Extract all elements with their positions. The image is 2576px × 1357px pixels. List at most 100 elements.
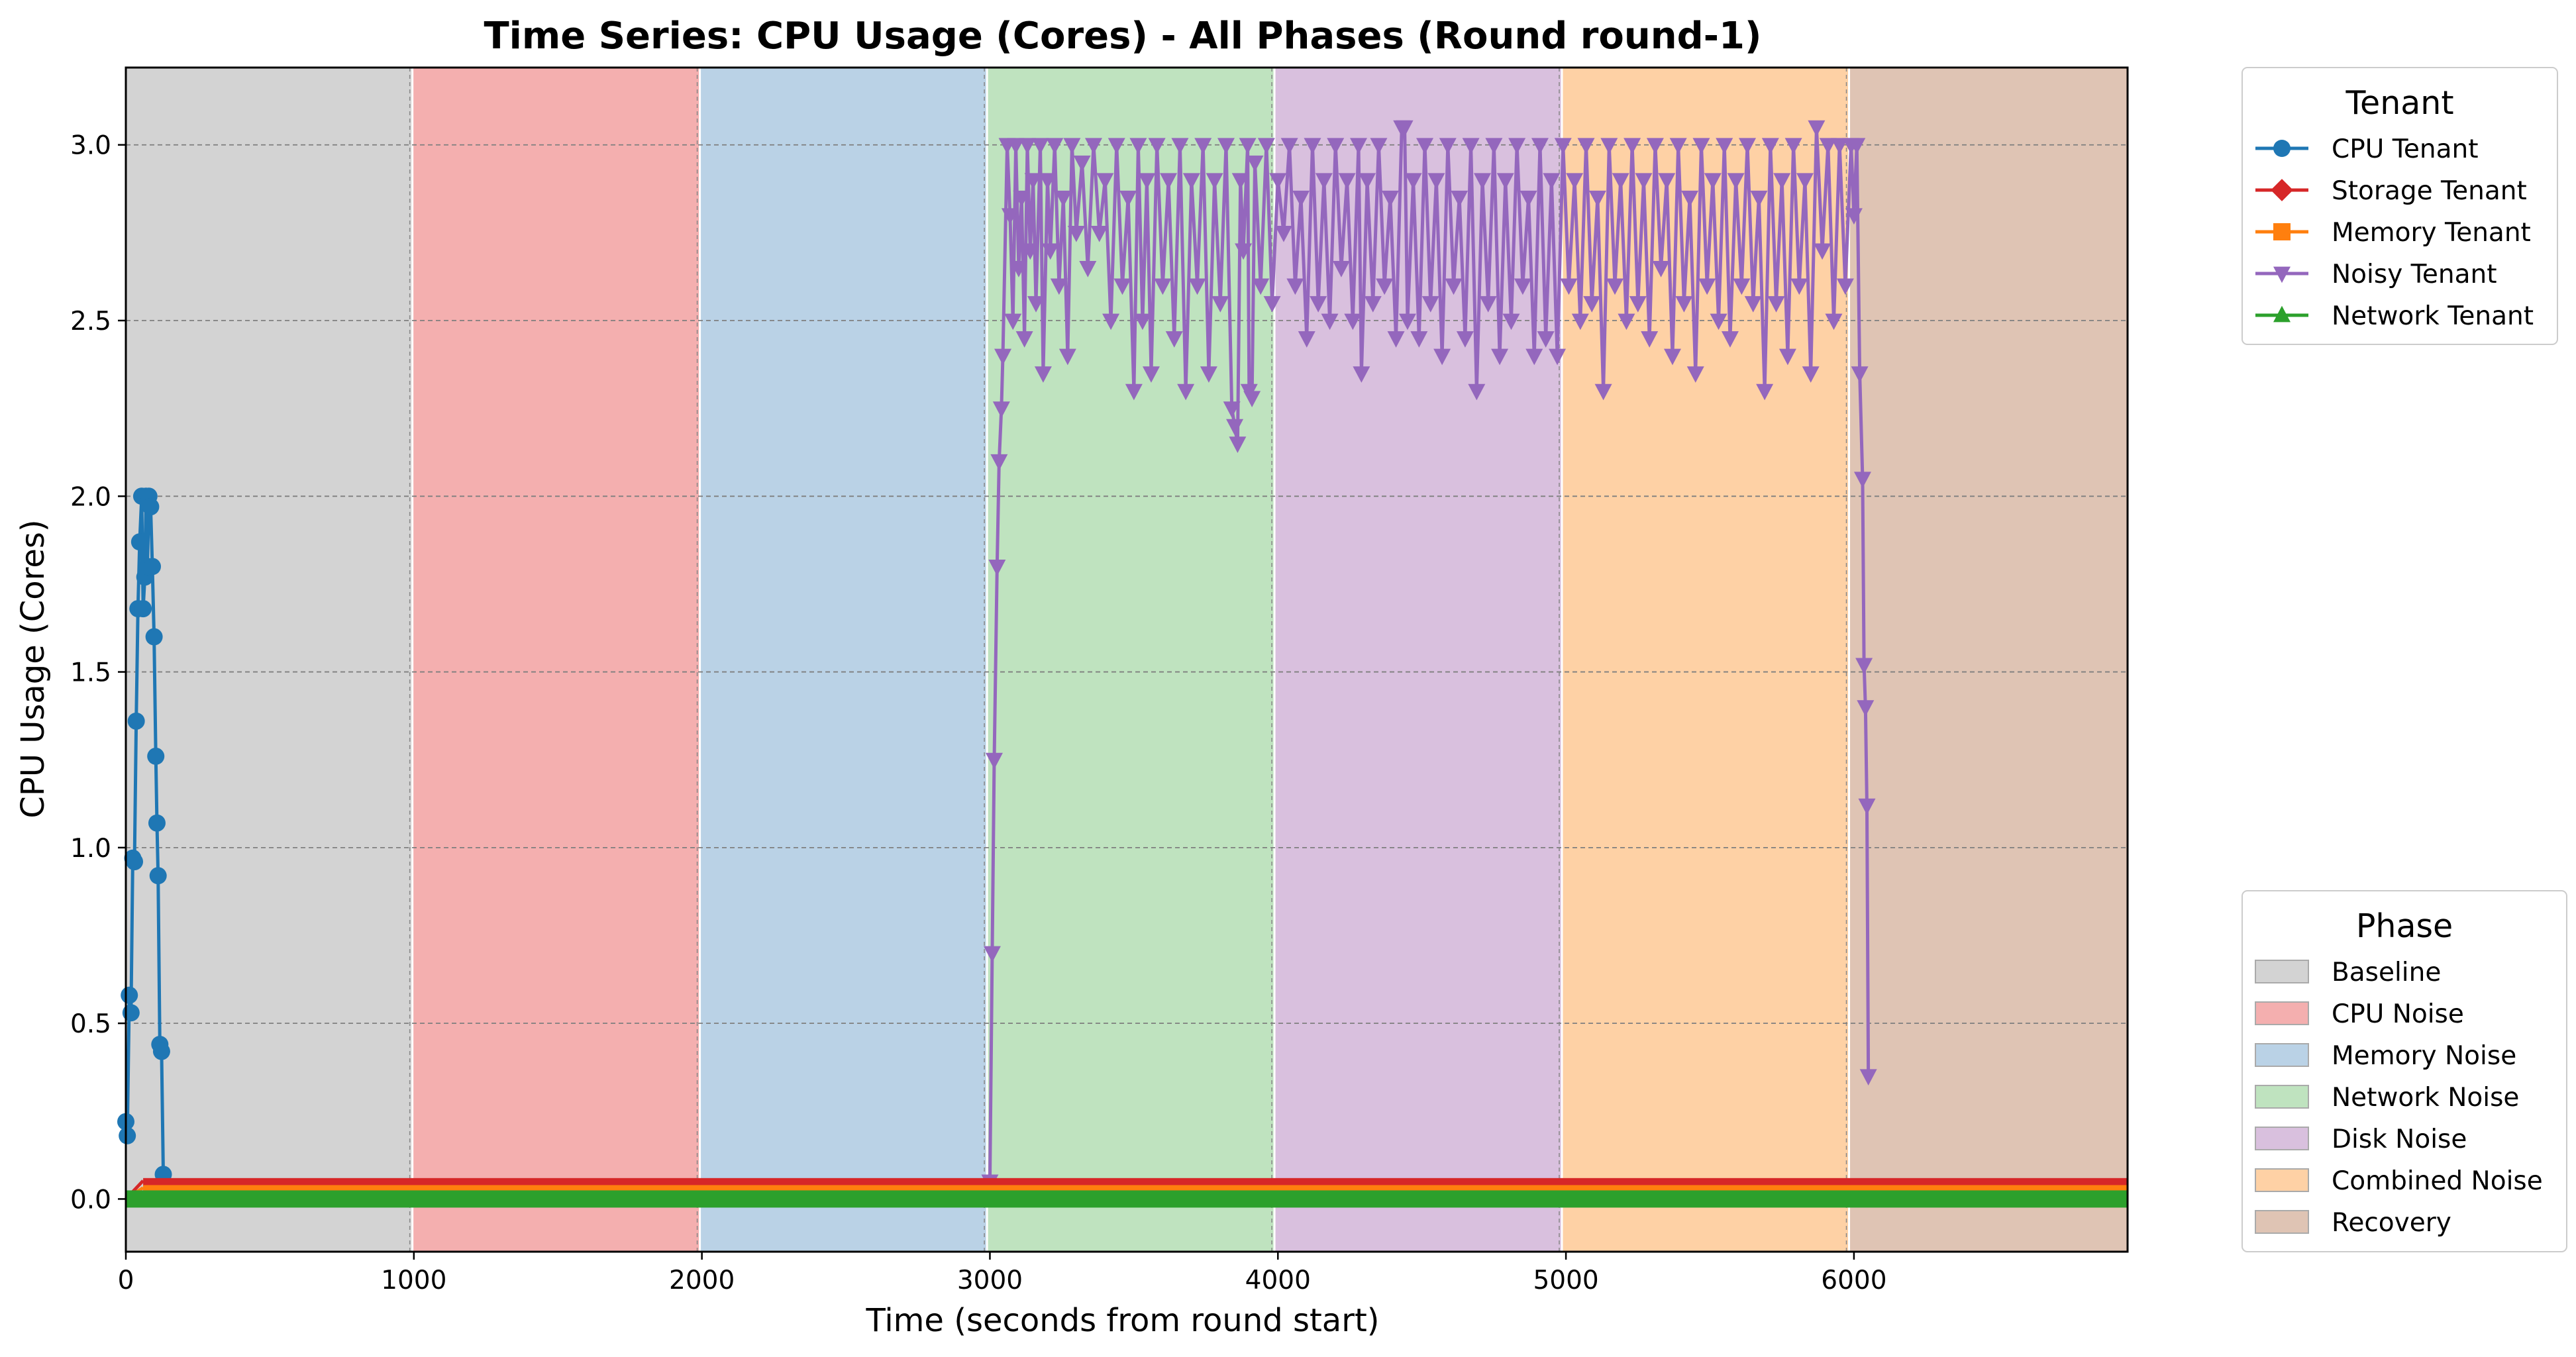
data-point-noisy-tenant: [1618, 313, 1635, 330]
legend-item-memory-noise: Memory Noise: [2255, 1041, 2516, 1071]
data-point-noisy-tenant: [1606, 278, 1624, 295]
data-point-noisy-tenant: [1583, 296, 1601, 313]
data-point-noisy-tenant: [1531, 138, 1549, 155]
phase-legend-title: Phase: [2356, 907, 2453, 945]
data-point-noisy-tenant: [1635, 173, 1653, 190]
data-point-noisy-tenant: [1031, 138, 1049, 155]
phase-legend: Phase Baseline CPU Noise Memory Noise Networ…: [2241, 890, 2567, 1252]
data-point-cpu-tenant: [148, 814, 166, 832]
y-tick-label: 0.0: [70, 1185, 111, 1215]
data-point-noisy-tenant: [1344, 313, 1362, 330]
data-point-noisy-tenant: [1217, 138, 1235, 155]
data-point-noisy-tenant: [1027, 296, 1045, 313]
data-point-noisy-tenant: [1021, 243, 1039, 260]
data-point-cpu-tenant: [145, 628, 163, 646]
data-point-cpu-tenant: [127, 712, 145, 730]
data-point-noisy-tenant: [1784, 138, 1802, 155]
data-point-noisy-tenant: [1223, 401, 1241, 418]
data-point-noisy-tenant: [1404, 173, 1422, 190]
data-point-noisy-tenant: [1652, 261, 1670, 277]
data-point-noisy-tenant: [1485, 138, 1503, 155]
data-point-noisy-tenant: [1154, 278, 1172, 295]
data-point-noisy-tenant: [1063, 138, 1081, 155]
data-point-noisy-tenant: [1381, 190, 1399, 207]
x-tick-label: 6000: [1821, 1266, 1886, 1295]
data-point-noisy-tenant: [1229, 436, 1247, 454]
x-tick-label: 2000: [669, 1266, 735, 1295]
data-point-noisy-tenant: [1226, 419, 1244, 436]
x-axis-ticks: 0 1000 2000 3000 4000 5000 6000: [118, 1252, 1887, 1295]
data-point-noisy-tenant: [1427, 173, 1445, 190]
data-point-noisy-tenant: [1733, 278, 1751, 295]
data-point-noisy-tenant: [1398, 313, 1416, 330]
data-point-noisy-tenant: [1790, 278, 1808, 295]
data-point-noisy-tenant: [1692, 138, 1710, 155]
legend-label: Baseline: [2332, 958, 2441, 987]
data-point-noisy-tenant: [1350, 138, 1368, 155]
data-point-noisy-tenant: [1327, 138, 1345, 155]
series-network-tenant: [126, 1190, 2128, 1208]
data-point-noisy-tenant: [1496, 173, 1514, 190]
data-point-noisy-tenant: [1744, 296, 1762, 313]
legend-label: CPU Tenant: [2332, 134, 2479, 164]
series-noisy-tenant: [981, 120, 1877, 1191]
data-point-noisy-tenant: [1479, 296, 1497, 313]
legend-label: Combined Noise: [2332, 1166, 2543, 1196]
data-point-noisy-tenant: [1165, 331, 1183, 348]
data-point-noisy-tenant: [1376, 278, 1394, 295]
legend-item-recovery: Recovery: [2255, 1208, 2451, 1238]
data-point-noisy-tenant: [1200, 366, 1217, 383]
data-point-noisy-tenant: [1263, 296, 1281, 313]
x-tick-label: 0: [118, 1266, 134, 1295]
data-point-noisy-tenant: [1211, 296, 1229, 313]
data-point-noisy-tenant: [1858, 798, 1876, 815]
data-point-noisy-tenant: [1646, 138, 1664, 155]
y-axis-ticks: 0.0 0.5 1.0 1.5 2.0 2.5 3.0: [70, 131, 126, 1215]
data-point-noisy-tenant: [1125, 383, 1143, 401]
phase-band-memory-noise: [699, 68, 988, 1252]
x-tick-label: 1000: [381, 1266, 446, 1295]
data-point-noisy-tenant: [1142, 366, 1160, 383]
data-point-noisy-tenant: [1767, 296, 1785, 313]
data-point-noisy-tenant: [1073, 155, 1091, 172]
phase-bands: [126, 68, 2128, 1252]
legend-item-cpu-tenant: CPU Tenant: [2255, 134, 2479, 164]
phase-band-cpu-noise: [412, 68, 700, 1252]
legend-item-network-tenant: Network Tenant: [2255, 301, 2534, 331]
data-point-noisy-tenant: [1462, 138, 1480, 155]
data-point-noisy-tenant: [1756, 383, 1774, 401]
data-point-noisy-tenant: [1560, 278, 1578, 295]
data-point-noisy-tenant: [1133, 313, 1151, 330]
data-point-noisy-tenant: [1338, 173, 1356, 190]
x-tick-label: 3000: [957, 1266, 1023, 1295]
data-point-noisy-tenant: [1853, 472, 1871, 489]
data-point-noisy-tenant: [994, 348, 1012, 366]
tenant-legend-box: [2241, 67, 2558, 345]
data-point-noisy-tenant: [1502, 313, 1520, 330]
data-point-noisy-tenant: [1235, 243, 1253, 260]
data-point-noisy-tenant: [990, 454, 1008, 471]
data-point-noisy-tenant: [1623, 138, 1641, 155]
data-point-noisy-tenant: [1160, 173, 1178, 190]
data-point-noisy-tenant: [1171, 138, 1189, 155]
data-point-noisy-tenant: [1514, 278, 1531, 295]
data-point-noisy-tenant: [1239, 138, 1257, 155]
data-point-noisy-tenant: [1084, 138, 1102, 155]
data-point-noisy-tenant: [1148, 138, 1166, 155]
data-point-cpu-tenant: [121, 986, 138, 1004]
data-point-noisy-tenant: [1716, 138, 1733, 155]
tenant-legend-title: Tenant: [2345, 84, 2453, 122]
data-point-noisy-tenant: [1421, 296, 1439, 313]
data-point-noisy-tenant: [1629, 296, 1647, 313]
data-point-noisy-tenant: [1658, 173, 1676, 190]
data-point-noisy-tenant: [1321, 313, 1339, 330]
data-point-noisy-tenant: [1520, 190, 1537, 207]
legend-swatch: [2255, 1085, 2309, 1109]
chart-title: Time Series: CPU Usage (Cores) - All Pha…: [484, 15, 1761, 58]
data-point-noisy-tenant: [1831, 138, 1849, 155]
legend-label: Network Tenant: [2332, 301, 2534, 331]
data-point-cpu-tenant: [126, 853, 144, 871]
data-point-noisy-tenant: [1836, 278, 1854, 295]
legend-swatch: [2255, 1168, 2309, 1192]
data-point-noisy-tenant: [1119, 190, 1137, 207]
